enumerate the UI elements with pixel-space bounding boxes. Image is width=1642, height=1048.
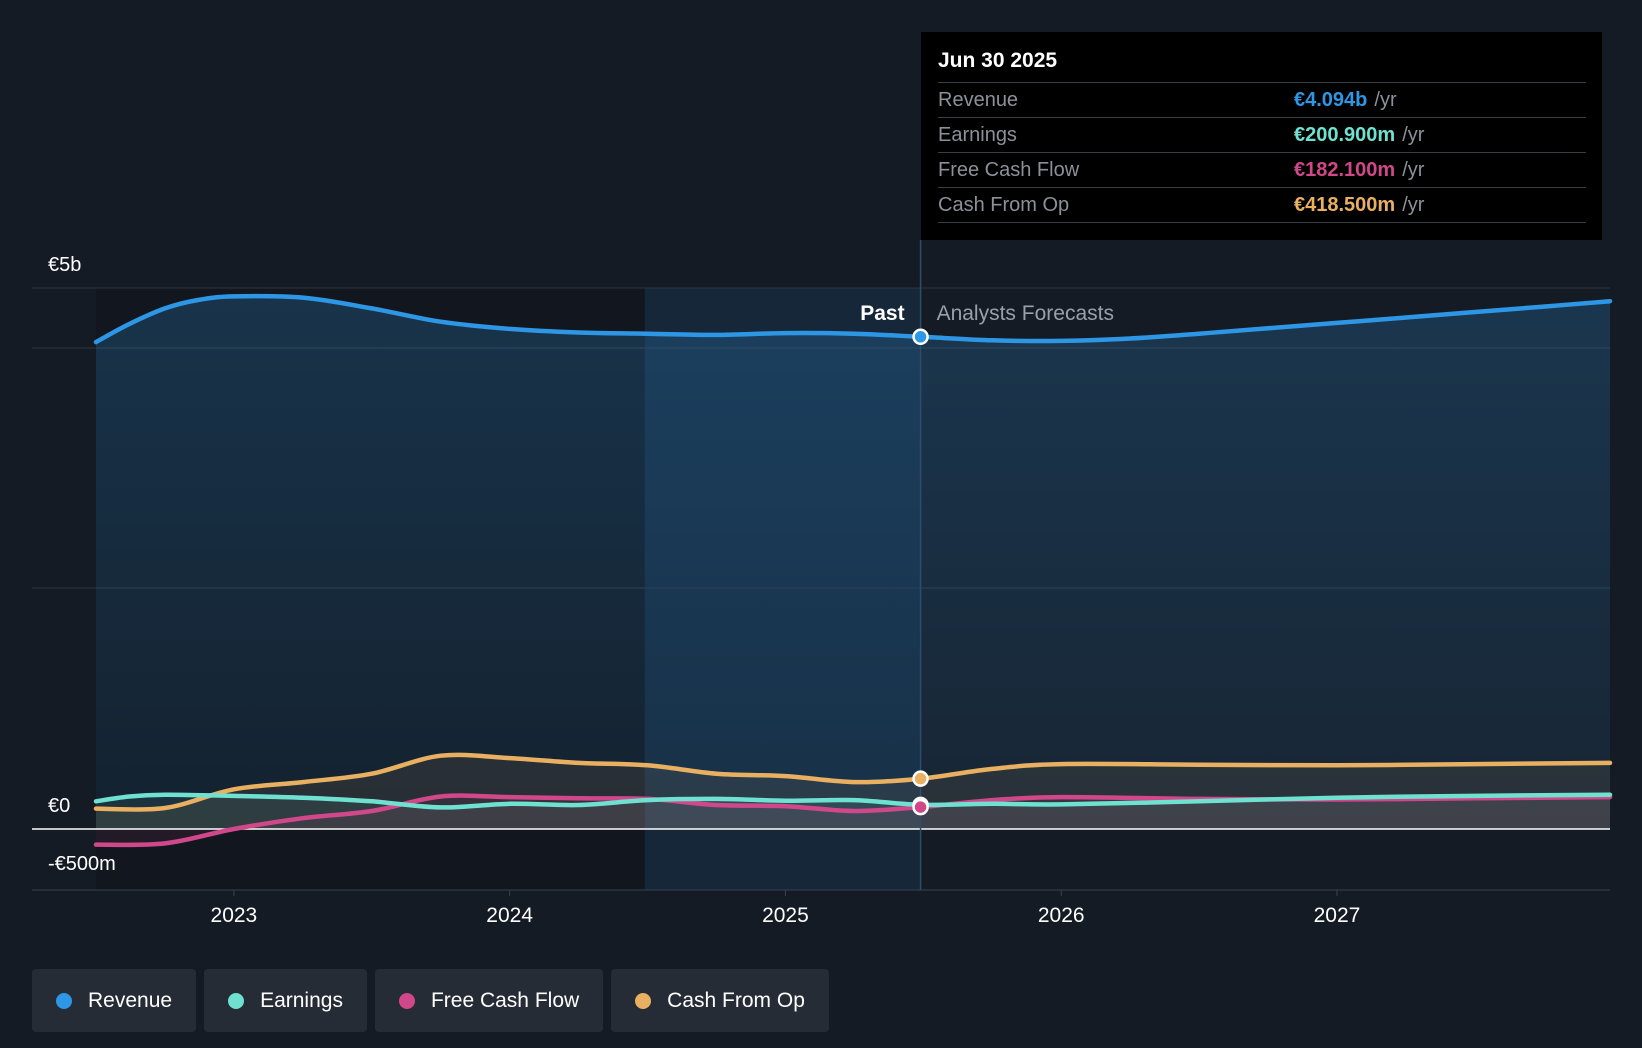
area-cash_from_op: [96, 754, 1610, 829]
marker-free_cash_flow: [912, 798, 929, 816]
tooltip-row-earnings: Earnings €200.900m /yr: [938, 117, 1586, 152]
legend-item-cash-from-op[interactable]: Cash From Op: [611, 969, 829, 1032]
tooltip-value: €4.094b: [1294, 88, 1368, 111]
earnings-dot-icon: [228, 992, 245, 1009]
tooltip-panel: Jun 30 2025 Revenue €4.094b /yr Earnings…: [921, 32, 1602, 240]
y-tick-label: €5b: [48, 254, 81, 276]
legend-item-free-cash-flow[interactable]: Free Cash Flow: [374, 969, 604, 1032]
tooltip-row-free-cash-flow: Free Cash Flow €182.100m /yr: [938, 152, 1586, 187]
tooltip-unit: /yr: [1402, 193, 1425, 216]
x-tick-label: 2023: [211, 904, 258, 927]
forecast-label: Analysts Forecasts: [937, 302, 1114, 325]
y-tick-label: -€500m: [48, 853, 116, 875]
legend-label: Revenue: [88, 988, 173, 1012]
tooltip-value: €182.100m: [1294, 158, 1396, 181]
tooltip-unit: /yr: [1402, 123, 1425, 146]
tooltip-value: €418.500m: [1294, 193, 1396, 216]
series-line-cash_from_op: [93, 752, 1613, 812]
past-label: Past: [860, 302, 904, 325]
legend-label: Cash From Op: [667, 988, 805, 1012]
tooltip-label: Free Cash Flow: [938, 158, 1080, 181]
series-line-revenue: [93, 293, 1613, 345]
free-cash-flow-dot-icon: [398, 992, 415, 1009]
revenue-dot-icon: [56, 992, 72, 1009]
marker-revenue: [912, 328, 929, 346]
tooltip-label: Earnings: [938, 123, 1017, 146]
tooltip-date: Jun 30 2025: [938, 49, 1058, 72]
tooltip-label: Cash From Op: [938, 193, 1070, 216]
legend-item-revenue[interactable]: Revenue: [32, 969, 197, 1032]
legend-label: Free Cash Flow: [430, 988, 580, 1012]
tooltip-row-revenue: Revenue €4.094b /yr: [938, 82, 1586, 117]
x-tick-label: 2026: [1038, 904, 1085, 927]
tooltip-row-cash-from-op: Cash From Op €418.500m /yr: [938, 187, 1586, 223]
x-tick-label: 2024: [486, 904, 533, 927]
legend-item-earnings[interactable]: Earnings: [204, 969, 367, 1032]
tooltip-label: Revenue: [938, 88, 1019, 111]
series-line-earnings: [93, 792, 1613, 810]
cash-from-op-dot-icon: [635, 992, 652, 1009]
x-tick-label: 2027: [1314, 904, 1361, 927]
x-tick-label: 2025: [762, 904, 809, 927]
legend-label: Earnings: [260, 988, 343, 1012]
y-tick-label: €0: [48, 795, 70, 817]
marker-cash_from_op: [912, 770, 929, 787]
tooltip-unit: /yr: [1402, 158, 1425, 181]
tooltip-value: €200.900m: [1294, 123, 1396, 146]
legend: Revenue Earnings Free Cash Flow Cash Fro…: [32, 969, 829, 1032]
area-revenue: [96, 296, 1610, 830]
tooltip-unit: /yr: [1374, 88, 1397, 111]
